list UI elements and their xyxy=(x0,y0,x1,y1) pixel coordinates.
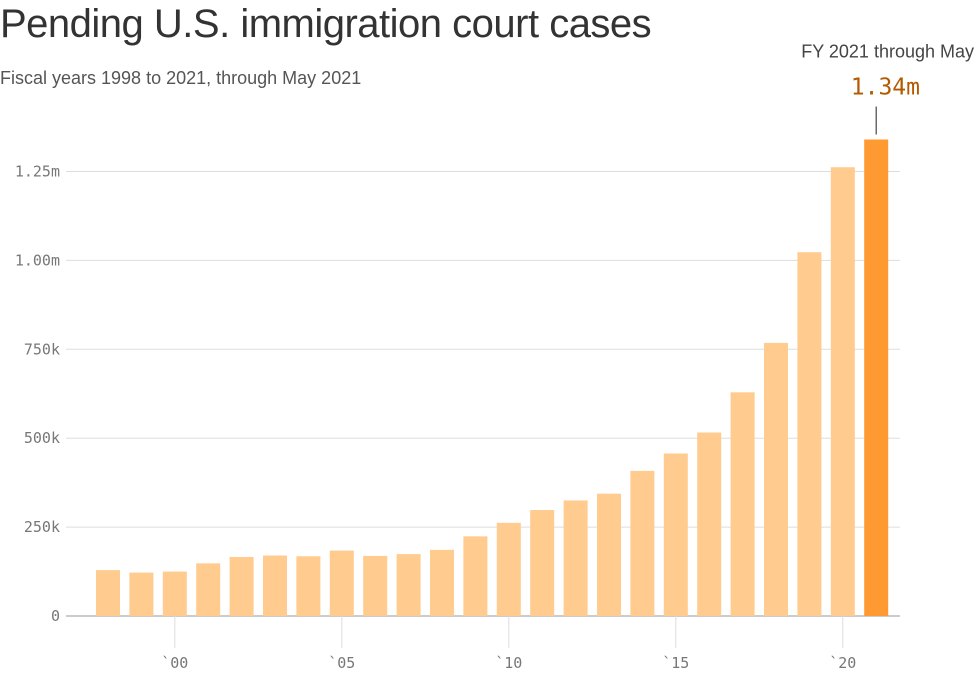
bar xyxy=(329,550,354,616)
x-tick-label: `15 xyxy=(662,654,689,672)
annotation: FY 2021 through May 1.34m xyxy=(801,41,974,135)
annotation-label: FY 2021 through May xyxy=(801,41,974,61)
bar xyxy=(396,554,421,616)
y-tick-label: 0 xyxy=(51,607,60,625)
bar xyxy=(563,500,588,616)
bar xyxy=(663,453,688,616)
bar xyxy=(129,572,154,616)
x-tick-label: `05 xyxy=(328,654,355,672)
x-tick-label: `20 xyxy=(829,654,856,672)
x-tick-label: `00 xyxy=(161,654,188,672)
bar xyxy=(430,549,454,616)
y-axis-ticks: 0 250k 500k 750k 1.00m 1.25m xyxy=(15,163,60,626)
bar xyxy=(296,556,321,616)
bar xyxy=(363,555,388,616)
y-tick-label: 250k xyxy=(24,518,60,536)
bars xyxy=(96,139,889,617)
bar xyxy=(697,432,722,616)
bar xyxy=(162,571,187,616)
y-tick-label: 750k xyxy=(24,340,60,358)
bar xyxy=(96,570,120,616)
bar xyxy=(263,555,287,616)
bar xyxy=(730,392,755,616)
bar xyxy=(196,563,221,616)
chart-title: Pending U.S. immigration court cases xyxy=(0,2,652,46)
bar xyxy=(830,167,855,617)
y-tick-label: 1.25m xyxy=(15,163,60,181)
bar xyxy=(797,252,822,617)
bar xyxy=(463,536,488,616)
bar xyxy=(597,493,621,616)
bar xyxy=(229,556,254,616)
y-tick-label: 500k xyxy=(24,429,60,447)
annotation-value: 1.34m xyxy=(851,74,920,100)
bar-highlight xyxy=(864,139,889,616)
x-axis-ticks: `00 `05 `10 `15 `20 xyxy=(161,616,856,672)
bar xyxy=(764,342,788,616)
x-tick-label: `10 xyxy=(495,654,522,672)
bar xyxy=(530,510,555,616)
chart-subtitle: Fiscal years 1998 to 2021, through May 2… xyxy=(0,68,362,88)
y-tick-label: 1.00m xyxy=(15,251,60,269)
bar xyxy=(496,522,521,616)
bar xyxy=(630,470,655,616)
